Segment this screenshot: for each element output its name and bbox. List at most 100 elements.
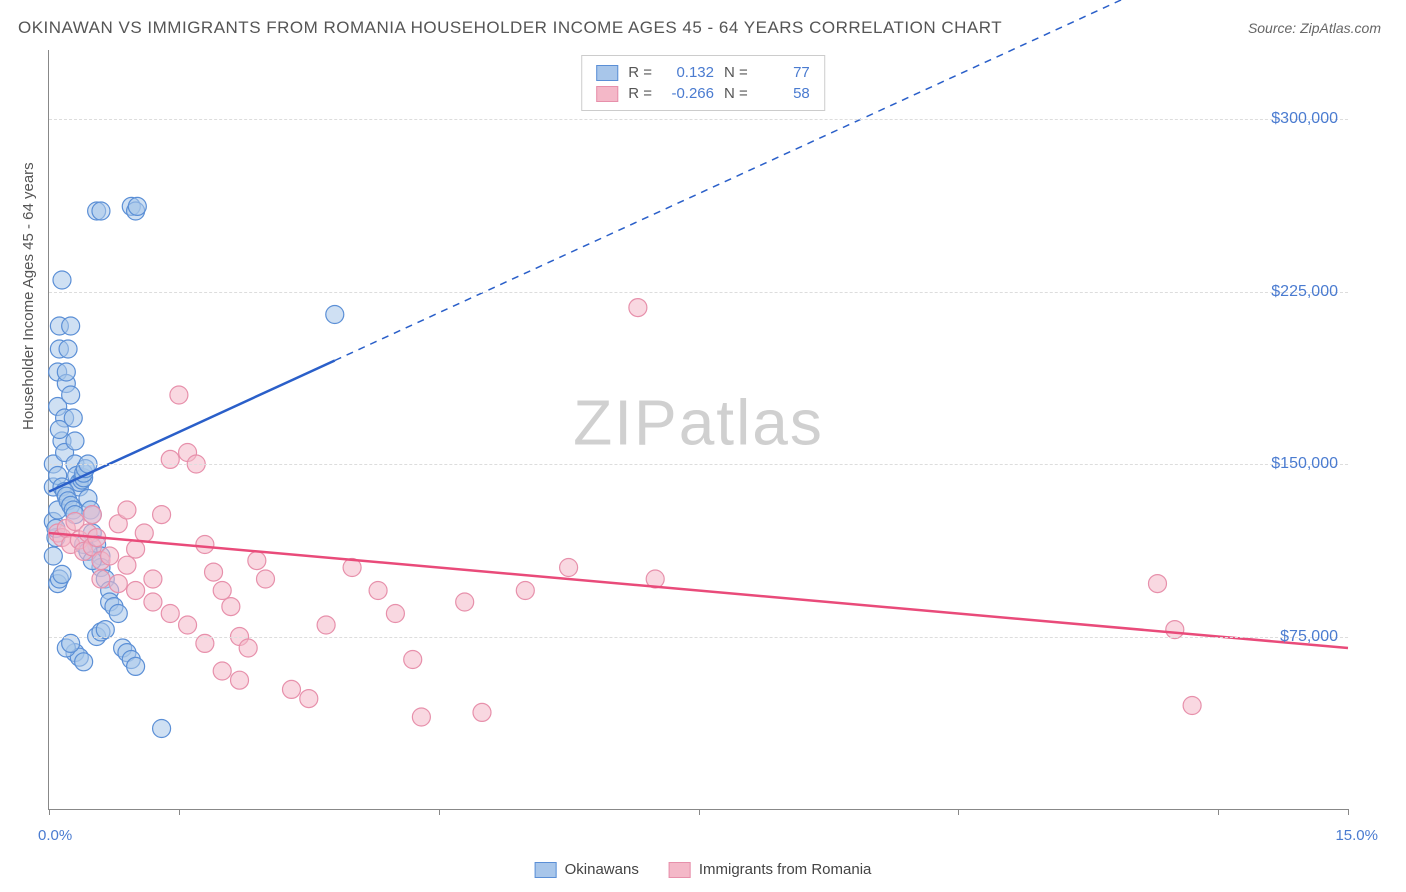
data-point <box>92 202 110 220</box>
y-tick-label: $150,000 <box>1271 455 1338 473</box>
x-axis-min-label: 0.0% <box>38 827 72 844</box>
r-label: R = <box>628 64 652 81</box>
n-label: N = <box>724 64 748 81</box>
data-point <box>196 536 214 554</box>
data-point <box>57 363 75 381</box>
chart-container: OKINAWAN VS IMMIGRANTS FROM ROMANIA HOUS… <box>0 0 1406 892</box>
data-point <box>257 570 275 588</box>
data-point <box>83 506 101 524</box>
data-point <box>66 432 84 450</box>
legend-row-romania: R = -0.266 N = 58 <box>596 83 810 104</box>
data-point <box>135 524 153 542</box>
data-point <box>205 563 223 581</box>
data-point <box>92 570 110 588</box>
data-point <box>231 671 249 689</box>
source-attribution: Source: ZipAtlas.com <box>1248 20 1381 36</box>
regression-line-extrapolated <box>335 0 1348 361</box>
x-tick <box>1218 809 1219 815</box>
x-tick <box>1348 809 1349 815</box>
data-point <box>170 386 188 404</box>
data-point <box>118 556 136 574</box>
data-point <box>516 582 534 600</box>
legend-item-okinawans: Okinawans <box>535 861 639 878</box>
data-point <box>1148 575 1166 593</box>
chart-title: OKINAWAN VS IMMIGRANTS FROM ROMANIA HOUS… <box>18 18 1002 38</box>
y-tick-label: $300,000 <box>1271 110 1338 128</box>
r-value-okinawans: 0.132 <box>662 64 714 81</box>
data-point <box>161 605 179 623</box>
plot-svg <box>49 50 1348 809</box>
data-point <box>59 340 77 358</box>
data-point <box>62 317 80 335</box>
data-point <box>239 639 257 657</box>
data-point <box>629 299 647 317</box>
x-axis-max-label: 15.0% <box>1335 827 1378 844</box>
data-point <box>62 386 80 404</box>
data-point <box>213 582 231 600</box>
data-point <box>369 582 387 600</box>
data-point <box>144 593 162 611</box>
x-tick <box>179 809 180 815</box>
y-axis-title: Householder Income Ages 45 - 64 years <box>20 162 37 430</box>
data-point <box>128 197 146 215</box>
x-tick <box>699 809 700 815</box>
r-value-romania: -0.266 <box>662 85 714 102</box>
n-value-okinawans: 77 <box>758 64 810 81</box>
n-label: N = <box>724 85 748 102</box>
gridline <box>49 637 1348 638</box>
data-point <box>50 421 68 439</box>
data-point <box>560 559 578 577</box>
data-point <box>300 690 318 708</box>
legend-label-romania: Immigrants from Romania <box>699 861 872 878</box>
data-point <box>118 501 136 519</box>
data-point <box>161 450 179 468</box>
data-point <box>109 575 127 593</box>
data-point <box>213 662 231 680</box>
data-point <box>404 651 422 669</box>
data-point <box>326 306 344 324</box>
legend-row-okinawans: R = 0.132 N = 77 <box>596 62 810 83</box>
legend-item-romania: Immigrants from Romania <box>669 861 872 878</box>
data-point <box>317 616 335 634</box>
data-point <box>44 547 62 565</box>
swatch-romania <box>596 86 618 102</box>
gridline <box>49 119 1348 120</box>
r-label: R = <box>628 85 652 102</box>
n-value-romania: 58 <box>758 85 810 102</box>
data-point <box>53 565 71 583</box>
gridline <box>49 292 1348 293</box>
data-point <box>248 552 266 570</box>
x-tick <box>49 809 50 815</box>
x-tick <box>958 809 959 815</box>
series-legend: Okinawans Immigrants from Romania <box>535 861 872 878</box>
data-point <box>179 616 197 634</box>
data-point <box>109 605 127 623</box>
data-point <box>127 582 145 600</box>
data-point <box>222 598 240 616</box>
source-name: ZipAtlas.com <box>1300 20 1381 36</box>
gridline <box>49 464 1348 465</box>
y-tick-label: $225,000 <box>1271 283 1338 301</box>
data-point <box>1183 697 1201 715</box>
data-point <box>282 680 300 698</box>
data-point <box>153 506 171 524</box>
source-prefix: Source: <box>1248 20 1300 36</box>
swatch-romania-bottom <box>669 862 691 878</box>
data-point <box>144 570 162 588</box>
data-point <box>101 547 119 565</box>
swatch-okinawans <box>596 65 618 81</box>
data-point <box>473 703 491 721</box>
correlation-legend: R = 0.132 N = 77 R = -0.266 N = 58 <box>581 55 825 111</box>
data-point <box>412 708 430 726</box>
data-point <box>153 720 171 738</box>
x-tick <box>439 809 440 815</box>
y-tick-label: $75,000 <box>1280 628 1338 646</box>
data-point <box>127 540 145 558</box>
legend-label-okinawans: Okinawans <box>565 861 639 878</box>
data-point <box>75 653 93 671</box>
swatch-okinawans-bottom <box>535 862 557 878</box>
data-point <box>386 605 404 623</box>
plot-area: ZIPatlas $75,000$150,000$225,000$300,000 <box>48 50 1348 810</box>
data-point <box>456 593 474 611</box>
data-point <box>127 657 145 675</box>
